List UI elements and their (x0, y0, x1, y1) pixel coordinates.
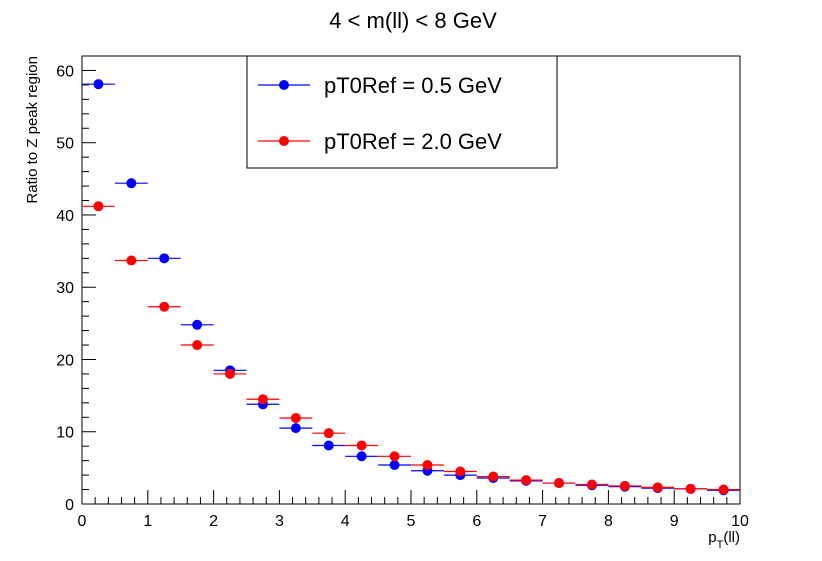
chart-title: 4 < m(ll) < 8 GeV (329, 8, 497, 33)
x-axis-title-main: p (708, 529, 716, 546)
x-tick-label: 2 (209, 513, 218, 530)
data-point (422, 459, 433, 470)
data-point (685, 483, 696, 494)
data-point (323, 440, 334, 451)
data-point (290, 423, 301, 434)
data-point (718, 484, 729, 495)
x-axis-title: pT(ll) (708, 529, 740, 551)
legend-box (246, 55, 558, 169)
data-point (619, 480, 630, 491)
x-tick-label: 7 (538, 513, 547, 530)
data-point (488, 471, 499, 482)
data-point (586, 479, 597, 490)
legend: pT0Ref = 0.5 GeV pT0Ref = 2.0 GeV (246, 55, 558, 169)
data-point (652, 482, 663, 493)
data-point (323, 428, 334, 439)
x-tick-label: 1 (143, 513, 152, 530)
data-point (159, 253, 170, 264)
x-tick-label: 9 (670, 513, 679, 530)
data-point (389, 459, 400, 470)
x-tick-label: 5 (407, 513, 416, 530)
legend-marker-series-2 (279, 136, 289, 146)
x-tick-label: 3 (275, 513, 284, 530)
data-point (159, 301, 170, 312)
series-layer (82, 79, 740, 496)
data-point (257, 394, 268, 405)
data-point (225, 368, 236, 379)
data-point (93, 201, 104, 212)
data-point (356, 451, 367, 462)
data-point (521, 475, 532, 486)
y-axis-title: Ratio to Z peak region (24, 56, 41, 204)
y-tick-label: 40 (56, 208, 74, 225)
y-tick-label: 50 (56, 136, 74, 153)
x-tick-label: 6 (472, 513, 481, 530)
y-tick-label: 30 (56, 280, 74, 297)
data-point (126, 255, 137, 266)
x-tick-label: 10 (731, 513, 749, 530)
y-tick-label: 0 (65, 497, 74, 514)
x-axis-title-suffix: (ll) (723, 529, 740, 546)
y-tick-label: 10 (56, 425, 74, 442)
data-point (192, 319, 203, 330)
data-point (192, 340, 203, 351)
data-point (290, 413, 301, 424)
data-point (554, 478, 565, 489)
y-tick-label: 60 (56, 63, 74, 80)
legend-marker-series-1 (279, 80, 289, 90)
x-axis-title-subscript: T (717, 539, 724, 551)
series-2 (82, 201, 740, 495)
data-point (389, 451, 400, 462)
legend-label-series-1: pT0Ref = 0.5 GeV (324, 73, 502, 98)
x-tick-label: 8 (604, 513, 613, 530)
x-tick-label: 0 (78, 513, 87, 530)
y-tick-label: 20 (56, 352, 74, 369)
data-point (455, 466, 466, 477)
data-point (126, 178, 137, 189)
tick-group: 0 1 2 3 4 5 6 7 8 9 10 0 10 20 30 40 50 60 (56, 55, 749, 530)
data-point (356, 440, 367, 451)
x-tick-label: 4 (341, 513, 350, 530)
legend-label-series-2: pT0Ref = 2.0 GeV (324, 129, 502, 154)
data-point (93, 79, 104, 90)
